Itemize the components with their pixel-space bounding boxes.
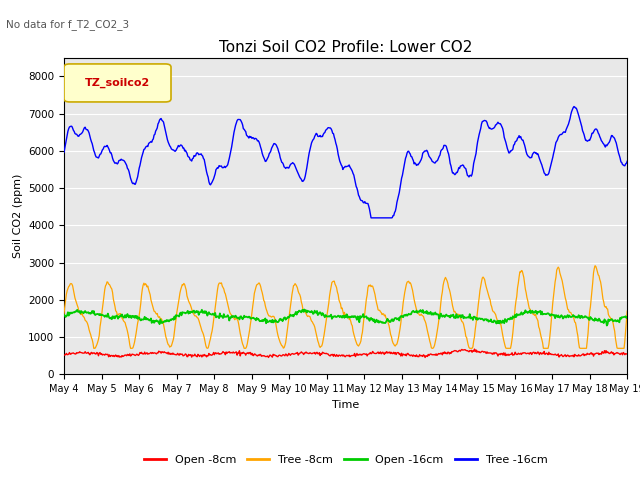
X-axis label: Time: Time <box>332 400 359 409</box>
Legend: Open -8cm, Tree -8cm, Open -16cm, Tree -16cm: Open -8cm, Tree -8cm, Open -16cm, Tree -… <box>139 451 552 469</box>
Text: TZ_soilco2: TZ_soilco2 <box>85 78 150 88</box>
Title: Tonzi Soil CO2 Profile: Lower CO2: Tonzi Soil CO2 Profile: Lower CO2 <box>219 40 472 55</box>
FancyBboxPatch shape <box>64 64 171 102</box>
Text: No data for f_T2_CO2_3: No data for f_T2_CO2_3 <box>6 19 129 30</box>
Y-axis label: Soil CO2 (ppm): Soil CO2 (ppm) <box>13 174 22 258</box>
